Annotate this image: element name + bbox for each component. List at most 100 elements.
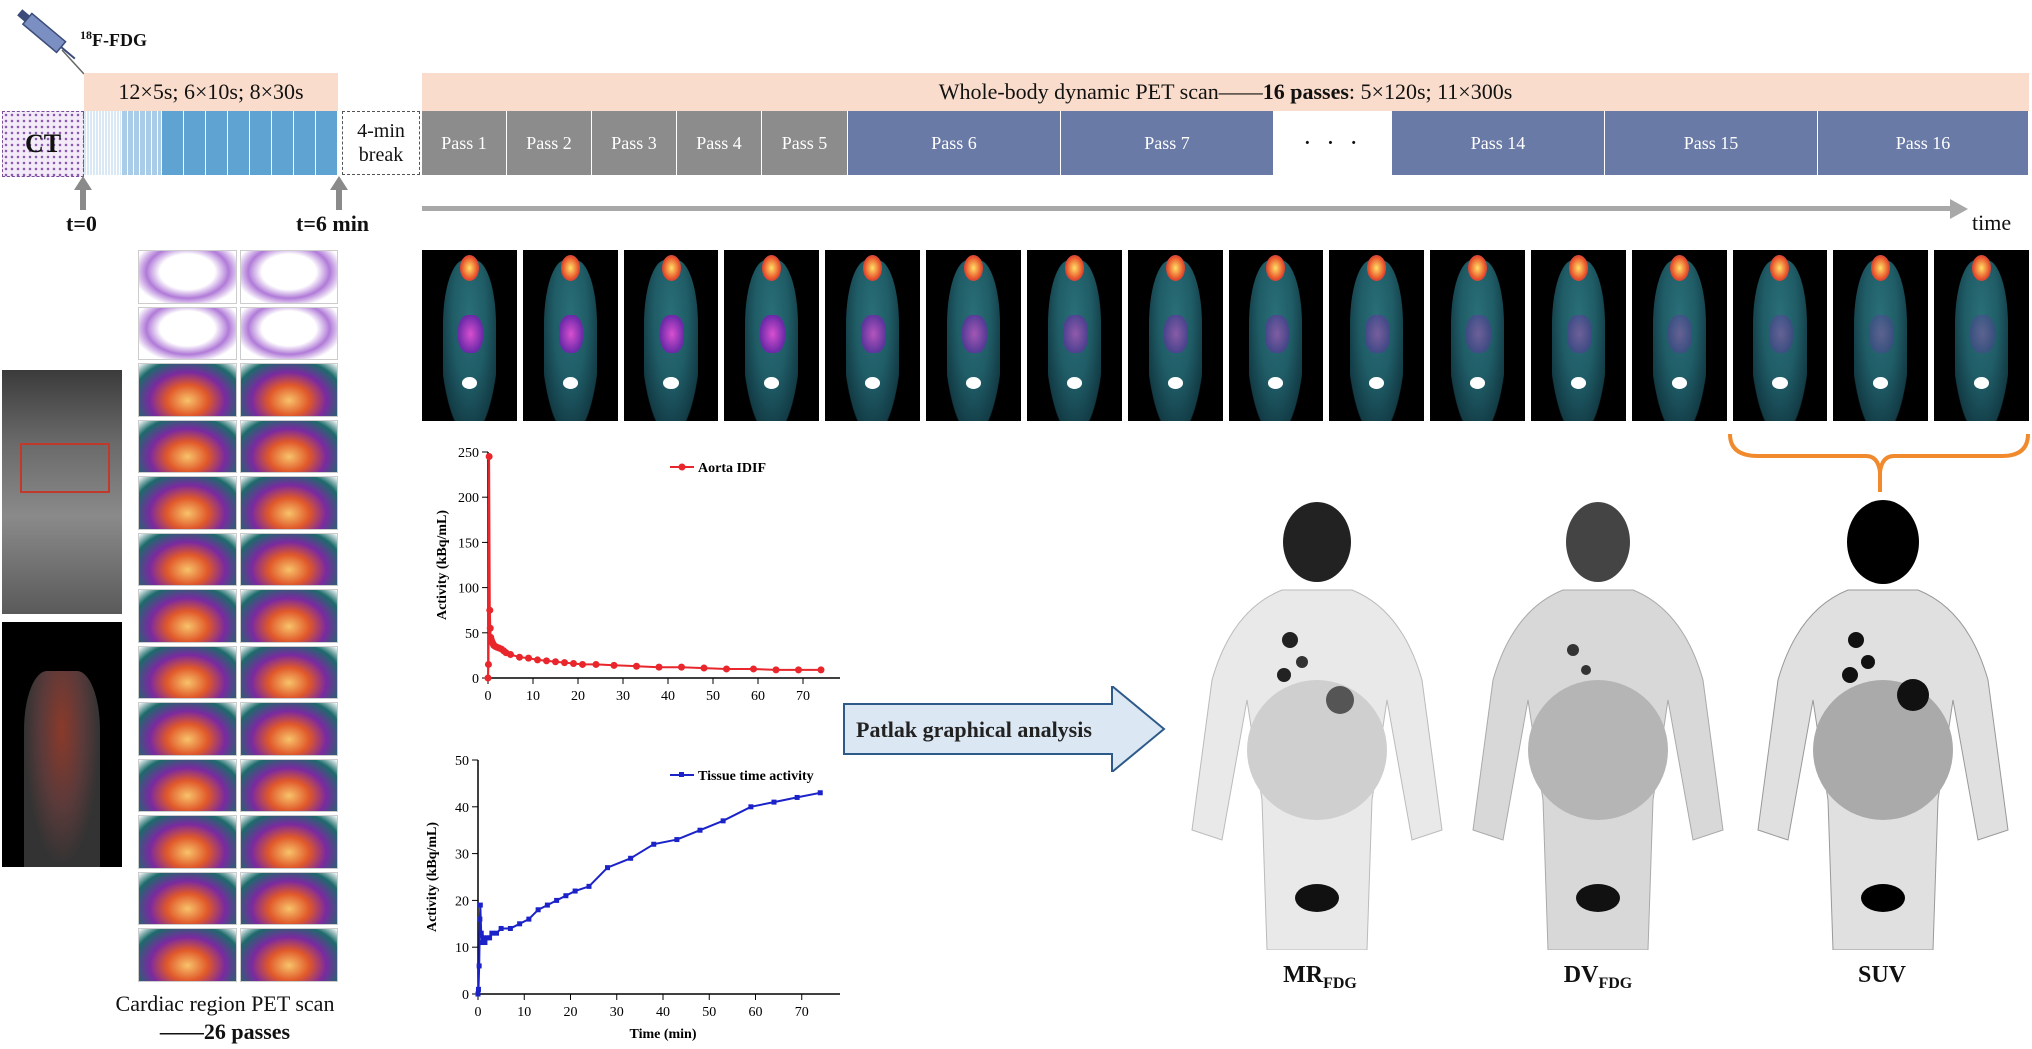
cardiac-frame xyxy=(239,419,338,474)
data-point xyxy=(481,935,487,941)
data-point xyxy=(494,930,499,936)
mip-mr xyxy=(1172,500,1462,951)
cardiac-frame xyxy=(138,928,237,982)
mip-suv-caption: SUV xyxy=(1857,962,1906,988)
x-tick-label: 60 xyxy=(749,1005,763,1020)
y-tick-label: 150 xyxy=(458,536,479,551)
cardiac-frame xyxy=(138,758,237,813)
data-point xyxy=(485,453,493,461)
data-point xyxy=(535,907,541,913)
pass-1: Pass 1 xyxy=(422,111,507,175)
early-frames-header: 12×5s; 6×10s; 8×30s xyxy=(84,73,338,111)
pass-5: Pass 5 xyxy=(762,111,848,175)
cardiac-fov-box xyxy=(20,443,110,493)
pet-frame xyxy=(825,250,921,421)
cardiac-frame xyxy=(239,306,338,361)
data-point xyxy=(700,664,708,672)
cardiac-frame xyxy=(138,306,237,361)
data-point xyxy=(674,837,680,843)
data-point xyxy=(517,921,523,927)
t6-label: t=6 min xyxy=(296,211,370,236)
cardiac-frame xyxy=(239,645,338,700)
data-point xyxy=(794,794,800,800)
data-point xyxy=(750,665,757,673)
data-point xyxy=(478,930,484,936)
data-point xyxy=(633,662,640,670)
curves-panel: 05010015020025001020304050607080Time (mi… xyxy=(420,438,840,1048)
legend-label: Tissue time activity xyxy=(698,769,814,784)
pass-4: Pass 4 xyxy=(677,111,762,175)
legend-marker xyxy=(679,772,684,777)
cardiac-frame xyxy=(239,871,338,926)
data-point xyxy=(552,658,559,666)
x-tick-label: 0 xyxy=(475,1005,482,1020)
pet-frame xyxy=(926,250,1021,421)
pass-7: Pass 7 xyxy=(1061,111,1274,175)
cardiac-frame xyxy=(239,363,338,417)
x-tick-label: 10 xyxy=(526,689,540,704)
data-point xyxy=(655,663,663,671)
cardiac-frame xyxy=(138,871,237,926)
data-point xyxy=(610,661,618,669)
y-axis-label: Activity (kBq/mL) xyxy=(435,510,450,620)
y-tick-label: 100 xyxy=(458,582,479,597)
whole-body-header: Whole-body dynamic PET scan—— 16 passes: … xyxy=(422,73,2029,111)
break-block: 4-min break xyxy=(342,111,420,175)
data-point xyxy=(526,916,532,922)
pet-frame xyxy=(1732,250,1828,421)
pet-frame xyxy=(1430,250,1525,421)
cardiac-frame xyxy=(239,532,338,587)
data-point xyxy=(498,925,504,931)
data-point xyxy=(484,674,492,682)
pass-ellipsis: · · · xyxy=(1274,111,1392,175)
data-point xyxy=(748,804,754,810)
y-tick-label: 200 xyxy=(458,491,479,506)
passes-brace xyxy=(1728,433,2030,492)
data-point xyxy=(477,916,483,922)
injection-line xyxy=(61,49,85,75)
mip-suv xyxy=(1738,500,2028,951)
data-point xyxy=(817,790,823,796)
legend-label: Aorta IDIF xyxy=(698,461,766,476)
time-axis xyxy=(422,206,1954,211)
cardiac-frame xyxy=(138,363,237,417)
cardiac-frame xyxy=(239,928,338,982)
cardiac-frame xyxy=(138,250,237,304)
cardiac-frame xyxy=(239,815,338,869)
pet-frame xyxy=(623,250,719,421)
pet-frame xyxy=(422,250,517,421)
cardiac-frame xyxy=(239,758,338,813)
pass-6: Pass 6 xyxy=(848,111,1061,175)
mip-mr-caption: MRFDG xyxy=(1283,962,1357,992)
pass-2: Pass 2 xyxy=(507,111,592,175)
cardiac-frame xyxy=(239,250,338,304)
time-arrowhead xyxy=(1950,199,1968,219)
cardiac-caption: Cardiac region PET scan ——26 passes xyxy=(115,991,335,1044)
data-point xyxy=(543,657,550,665)
data-point xyxy=(628,855,634,861)
cardiac-frame xyxy=(239,589,338,643)
y-tick-label: 250 xyxy=(458,446,479,461)
x-tick-label: 40 xyxy=(656,1005,670,1020)
syringe-icon xyxy=(17,9,76,60)
whole-body-frames xyxy=(422,250,2029,421)
pet-frame xyxy=(1833,250,1929,421)
mip-dv xyxy=(1458,500,1738,951)
data-point xyxy=(723,665,730,673)
pet-frame xyxy=(1026,250,1122,421)
x-tick-label: 0 xyxy=(485,689,492,704)
data-point xyxy=(572,888,578,894)
data-point xyxy=(570,660,577,668)
y-tick-label: 50 xyxy=(465,627,479,642)
data-point xyxy=(477,902,483,908)
data-point xyxy=(475,991,481,997)
x-tick-label: 50 xyxy=(702,1005,716,1020)
data-point xyxy=(534,656,541,664)
data-point xyxy=(817,666,825,674)
pet-frame xyxy=(1329,250,1425,421)
cardiac-frame xyxy=(138,419,237,474)
data-point xyxy=(507,925,513,931)
x-tick-label: 40 xyxy=(661,689,675,704)
pet-frame xyxy=(1127,250,1223,421)
cardiac-frame xyxy=(138,532,237,587)
